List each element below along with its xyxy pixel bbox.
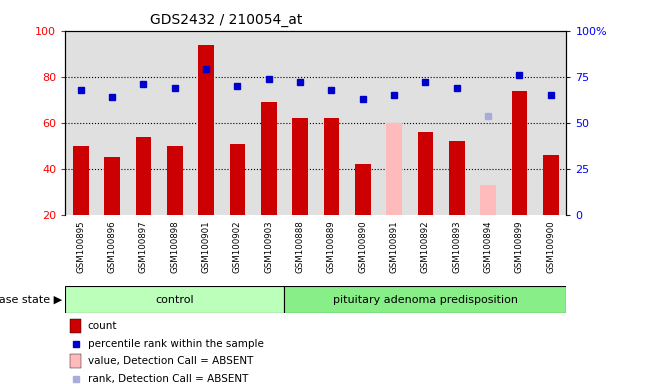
Text: GSM100896: GSM100896 [107,221,117,273]
Bar [199,45,214,215]
Bar [104,157,120,215]
Text: GSM100895: GSM100895 [76,221,85,273]
Text: GSM100902: GSM100902 [233,221,242,273]
Bar [480,185,496,215]
Text: GSM100903: GSM100903 [264,221,273,273]
Text: percentile rank within the sample: percentile rank within the sample [88,339,264,349]
Text: GSM100892: GSM100892 [421,221,430,273]
Text: value, Detection Call = ABSENT: value, Detection Call = ABSENT [88,356,253,366]
Text: GSM100899: GSM100899 [515,221,524,273]
Text: control: control [156,295,194,305]
Bar [512,91,527,215]
Text: GSM100894: GSM100894 [484,221,493,273]
Text: rank, Detection Call = ABSENT: rank, Detection Call = ABSENT [88,374,248,384]
Bar [73,146,89,215]
Text: count: count [88,321,117,331]
Bar [543,155,559,215]
Bar [65,286,284,313]
Text: disease state ▶: disease state ▶ [0,295,62,305]
Bar [292,118,308,215]
Bar [417,132,433,215]
Text: GSM100891: GSM100891 [389,221,398,273]
Bar [70,354,81,368]
Bar [230,144,245,215]
Bar [449,141,465,215]
Text: GSM100900: GSM100900 [546,221,555,273]
Text: GSM100889: GSM100889 [327,221,336,273]
Text: GSM100890: GSM100890 [358,221,367,273]
Text: pituitary adenoma predisposition: pituitary adenoma predisposition [333,295,518,305]
Text: GSM100888: GSM100888 [296,221,305,273]
Bar [355,164,370,215]
Text: GSM100893: GSM100893 [452,221,461,273]
Text: GSM100898: GSM100898 [171,221,179,273]
Bar [284,286,566,313]
Bar [167,146,182,215]
Bar [135,137,151,215]
Bar [386,123,402,215]
Bar [324,118,339,215]
Text: GSM100901: GSM100901 [202,221,210,273]
Bar [70,319,81,333]
Bar [261,102,277,215]
Text: GSM100897: GSM100897 [139,221,148,273]
Text: GDS2432 / 210054_at: GDS2432 / 210054_at [150,13,302,27]
